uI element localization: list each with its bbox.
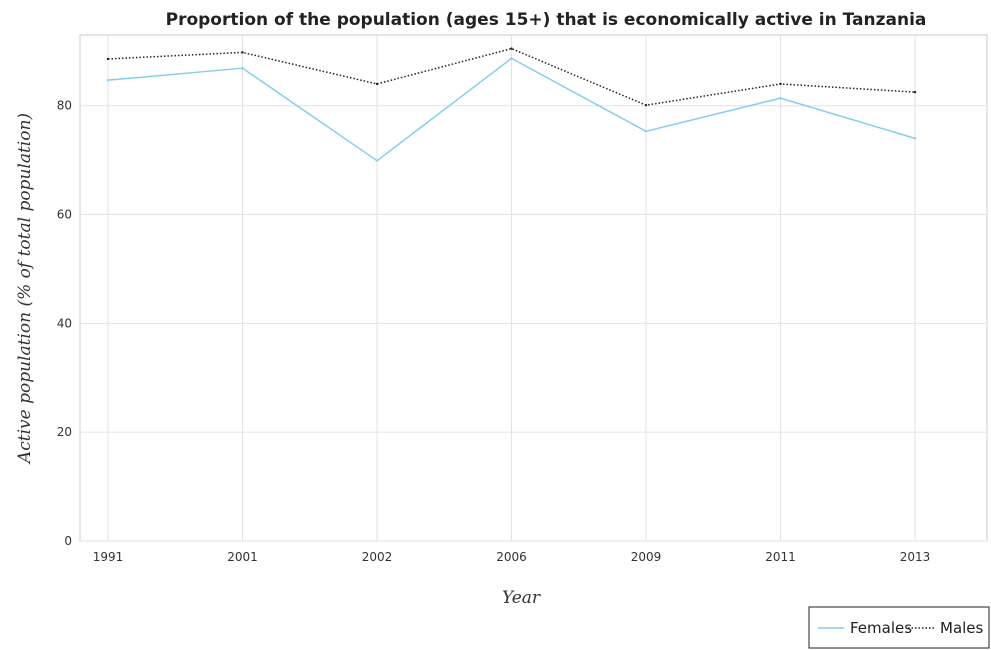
data-point-males xyxy=(510,47,513,50)
data-point-males xyxy=(106,57,110,61)
x-axis-label: Year xyxy=(502,588,541,608)
x-gridlines xyxy=(107,35,916,541)
x-tick-labels: 1991 2001 2002 2006 2009 2011 2013 xyxy=(93,550,931,564)
data-point-females xyxy=(241,66,244,70)
x-tick-label: 2002 xyxy=(362,550,393,564)
y-axis-label: Active population (% of total population… xyxy=(15,113,35,465)
data-point-females xyxy=(779,96,782,100)
data-point-females xyxy=(913,137,917,140)
data-point-males xyxy=(779,82,782,86)
data-point-females xyxy=(106,78,110,82)
y-tick-label: 40 xyxy=(57,316,72,330)
y-tick-labels: 0 20 40 60 80 xyxy=(57,99,72,548)
y-gridlines xyxy=(80,105,987,542)
legend-females-label: Females xyxy=(850,619,912,637)
x-tick-label: 2009 xyxy=(631,550,662,564)
legend: Females Males xyxy=(808,606,990,649)
plot-area xyxy=(79,34,988,542)
data-point-males xyxy=(375,82,379,86)
x-tick-label: 2011 xyxy=(765,550,796,564)
legend-males-label: Males xyxy=(940,619,984,637)
data-point-males xyxy=(913,90,917,94)
data-point-females xyxy=(510,57,513,60)
y-tick-label: 60 xyxy=(57,208,72,222)
chart-title: Proportion of the population (ages 15+) … xyxy=(166,10,927,30)
data-point-females xyxy=(644,130,648,133)
x-tick-label: 2006 xyxy=(496,550,527,564)
x-tick-label: 1991 xyxy=(93,550,124,564)
x-tick-label: 2013 xyxy=(900,550,931,564)
y-tick-label: 20 xyxy=(57,425,72,439)
data-point-females xyxy=(375,159,379,162)
x-tick-label: 2001 xyxy=(227,550,258,564)
y-tick-label: 0 xyxy=(64,534,72,548)
data-point-males xyxy=(241,51,244,54)
data-point-males xyxy=(644,103,648,107)
series-lines xyxy=(106,47,917,162)
y-tick-label: 80 xyxy=(57,99,72,113)
